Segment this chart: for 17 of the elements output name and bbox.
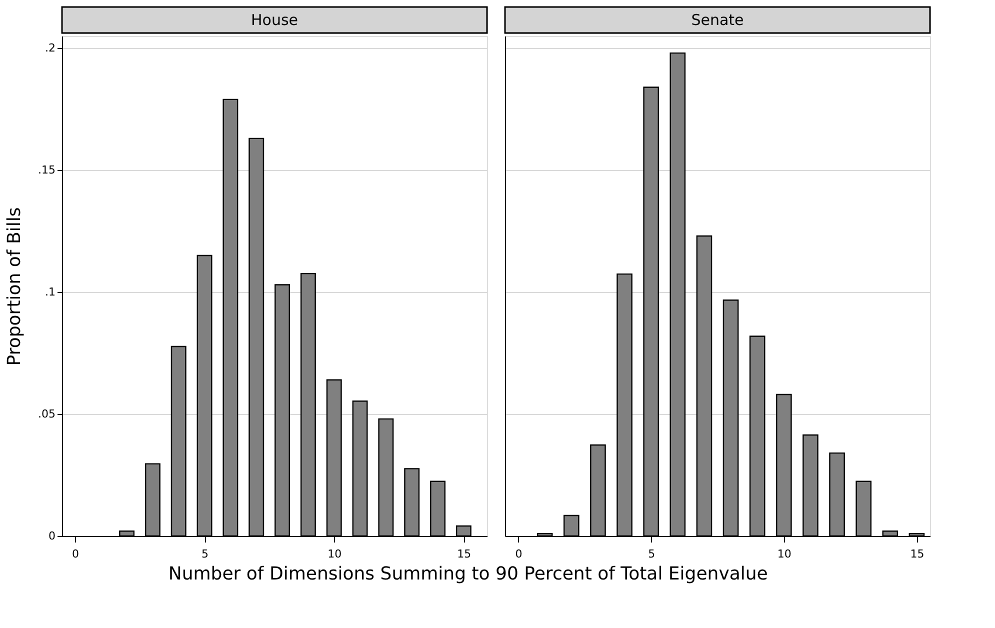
chart-title: Senate xyxy=(691,11,744,29)
chart-title: House xyxy=(250,11,298,29)
x-tick-label: 15 xyxy=(910,548,924,560)
x-tick-label: 0 xyxy=(515,548,522,560)
y-tick-label: .1 xyxy=(45,286,56,299)
y-tick-label: .05 xyxy=(38,408,56,421)
x-tick-label: 0 xyxy=(72,548,79,560)
y-axis-title: Proportion of Bills xyxy=(4,207,26,366)
x-tick-label: 10 xyxy=(328,548,342,560)
x-tick-label: 5 xyxy=(648,548,656,560)
x-tick-label: 5 xyxy=(202,548,209,560)
y-tick-label: 0 xyxy=(48,530,56,542)
x-axis-title: Number of Dimensions Summing to 90 Percent of Total Eigenvalue xyxy=(168,564,768,584)
y-tick-label: .15 xyxy=(38,164,56,177)
x-tick-label: 10 xyxy=(777,548,792,560)
x-tick-label: 15 xyxy=(457,548,472,560)
y-tick-label: .2 xyxy=(45,42,56,55)
